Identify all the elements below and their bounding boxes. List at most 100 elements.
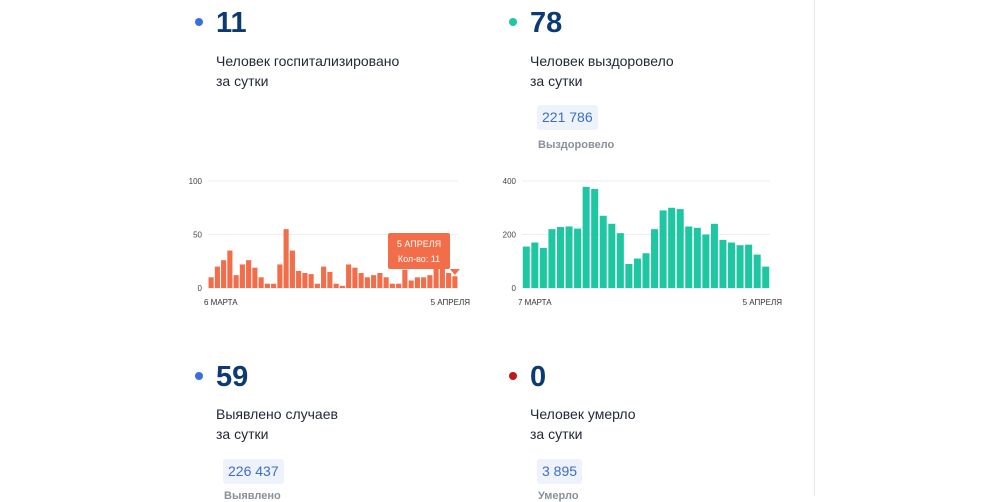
bar[interactable] (339, 285, 345, 288)
bar[interactable] (252, 267, 258, 288)
y-tick-label: 400 (503, 177, 517, 186)
bar[interactable] (352, 267, 358, 288)
bar[interactable] (753, 254, 761, 288)
bar[interactable] (668, 207, 676, 288)
deaths-desc: Человек умерло за сутки (530, 404, 770, 444)
hospitalized-desc: Человек госпитализировано за сутки (216, 51, 456, 91)
recovered-chart: 0 200 400 7 МАРТА 5 АПРЕЛЯ (503, 177, 783, 307)
bar[interactable] (227, 250, 233, 288)
bar[interactable] (427, 275, 433, 288)
bar[interactable] (414, 277, 420, 288)
x-end-label: 5 АПРЕЛЯ (431, 298, 471, 307)
bar[interactable] (333, 283, 339, 288)
bar[interactable] (346, 264, 352, 288)
recovered-total-label: Выздоровело (538, 139, 615, 151)
bar[interactable] (591, 189, 599, 288)
bar[interactable] (685, 226, 693, 288)
bar[interactable] (676, 209, 684, 288)
bar[interactable] (208, 277, 214, 288)
bar[interactable] (389, 283, 395, 288)
bar[interactable] (710, 223, 718, 288)
bar[interactable] (302, 273, 308, 288)
bar[interactable] (719, 239, 727, 288)
deaths-desc-line2: за сутки (530, 426, 583, 442)
cases-desc-line1: Выявлено случаев (216, 406, 338, 422)
bar[interactable] (277, 264, 283, 288)
bar[interactable] (599, 215, 607, 288)
recovered-desc-line1: Человек выздоровело (530, 53, 674, 69)
bar[interactable] (296, 270, 302, 288)
x-start-label: 6 МАРТА (204, 298, 238, 307)
recovered-desc: Человек выздоровело за сутки (530, 51, 770, 91)
bar[interactable] (308, 274, 314, 288)
bar[interactable] (446, 273, 452, 288)
bar[interactable] (439, 266, 445, 288)
bar[interactable] (702, 234, 710, 289)
bar[interactable] (239, 264, 245, 288)
hospitalized-desc-line2: за сутки (216, 73, 269, 89)
bar[interactable] (616, 233, 624, 288)
bar[interactable] (258, 277, 264, 288)
bar[interactable] (358, 273, 364, 288)
bar[interactable] (233, 275, 239, 288)
bar[interactable] (762, 266, 770, 288)
bar[interactable] (745, 244, 753, 288)
cases-dot (195, 372, 203, 380)
chart-tooltip: 5 АПРЕЛЯ Кол-во: 11 (388, 233, 460, 275)
recovered-dot (509, 18, 517, 26)
bar[interactable] (321, 266, 327, 288)
cases-desc-line2: за сутки (216, 426, 269, 442)
bar[interactable] (452, 276, 458, 288)
bar[interactable] (539, 247, 547, 288)
bar[interactable] (548, 229, 556, 288)
bar[interactable] (221, 260, 227, 288)
bar[interactable] (364, 277, 370, 288)
bar[interactable] (574, 228, 582, 288)
tooltip-value: Кол-во: 11 (398, 254, 440, 264)
bar[interactable] (214, 266, 220, 288)
bar[interactable] (327, 271, 333, 288)
bar[interactable] (642, 253, 650, 288)
bar[interactable] (396, 283, 402, 288)
bar[interactable] (289, 250, 295, 288)
bar[interactable] (556, 227, 564, 288)
y-tick-label: 0 (198, 284, 203, 293)
tooltip-box (388, 233, 450, 269)
bar[interactable] (314, 283, 320, 288)
bar[interactable] (531, 242, 539, 288)
bar[interactable] (728, 242, 736, 288)
recovered-desc-line2: за сутки (530, 73, 583, 89)
bar[interactable] (421, 277, 427, 288)
cases-total-label: Выявлено (224, 490, 281, 502)
bar[interactable] (582, 186, 590, 288)
y-tick-label: 200 (503, 231, 517, 240)
bar[interactable] (565, 226, 573, 288)
bar[interactable] (383, 277, 389, 288)
bar[interactable] (402, 269, 408, 288)
bar[interactable] (522, 246, 530, 288)
bar[interactable] (633, 258, 641, 288)
bar[interactable] (608, 223, 616, 288)
bar[interactable] (264, 283, 270, 288)
bar[interactable] (693, 227, 701, 288)
bar[interactable] (651, 229, 659, 288)
bar[interactable] (433, 266, 439, 288)
bar[interactable] (659, 210, 667, 288)
tooltip-date: 5 АПРЕЛЯ (397, 239, 441, 249)
bar[interactable] (408, 280, 414, 288)
recovered-value: 78 (530, 7, 563, 39)
bar[interactable] (371, 275, 377, 288)
y-tick-label: 100 (189, 177, 203, 186)
bar[interactable] (625, 263, 633, 288)
x-start-label: 7 МАРТА (518, 298, 552, 307)
hospitalized-desc-line1: Человек госпитализировано (216, 53, 400, 69)
panel-divider (814, 0, 815, 496)
cases-value: 59 (216, 361, 249, 393)
bar[interactable] (271, 283, 277, 288)
recovered-total: 221 786 (537, 105, 598, 130)
bar[interactable] (377, 273, 383, 288)
bar[interactable] (283, 229, 289, 288)
bar[interactable] (246, 260, 252, 288)
bar[interactable] (736, 245, 744, 288)
deaths-desc-line1: Человек умерло (530, 406, 636, 422)
